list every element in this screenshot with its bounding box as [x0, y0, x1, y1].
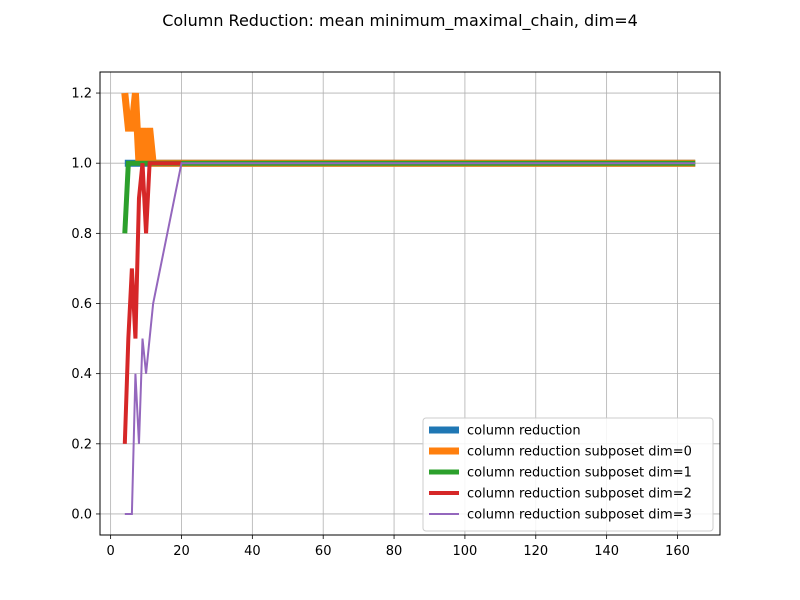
y-tick-label: 0.6	[71, 297, 92, 312]
x-tick-label: 160	[665, 544, 690, 559]
x-tick-label: 140	[594, 544, 619, 559]
x-tick-label: 120	[523, 544, 548, 559]
y-tick-label: 1.2	[71, 87, 92, 102]
x-tick-label: 60	[315, 544, 332, 559]
legend-label-1: column reduction subposet dim=0	[467, 445, 692, 460]
y-axis-ticks: 0.0 0.2 0.4 0.6 0.8 1.0 1.2	[71, 87, 100, 522]
y-tick-label: 0.8	[71, 227, 92, 242]
x-axis-ticks: 0 20 40 60 80 100 120 140 160	[106, 535, 690, 559]
x-tick-label: 20	[173, 544, 190, 559]
legend-label-2: column reduction subposet dim=1	[467, 466, 692, 481]
legend: column reduction column reduction subpose…	[422, 417, 714, 532]
x-tick-label: 100	[453, 544, 478, 559]
grid	[100, 72, 720, 535]
x-tick-label: 0	[106, 544, 114, 559]
chart-title: Column Reduction: mean minimum_maximal_c…	[162, 11, 638, 31]
legend-box	[422, 417, 714, 532]
series-line-2	[122, 160, 696, 234]
x-tick-label: 40	[244, 544, 261, 559]
y-tick-label: 0.4	[71, 367, 92, 382]
y-tick-label: 0.0	[71, 507, 92, 522]
y-tick-label: 0.2	[71, 437, 92, 452]
legend-label-0: column reduction	[467, 424, 581, 439]
series-line-4	[124, 162, 696, 515]
legend-label-4: column reduction subposet dim=3	[467, 508, 692, 523]
x-tick-label: 80	[386, 544, 403, 559]
series-line-1	[121, 92, 696, 167]
legend-label-3: column reduction subposet dim=2	[467, 487, 692, 502]
series-line-3	[122, 161, 182, 444]
series-layer	[121, 92, 696, 515]
y-tick-label: 1.0	[71, 157, 92, 172]
